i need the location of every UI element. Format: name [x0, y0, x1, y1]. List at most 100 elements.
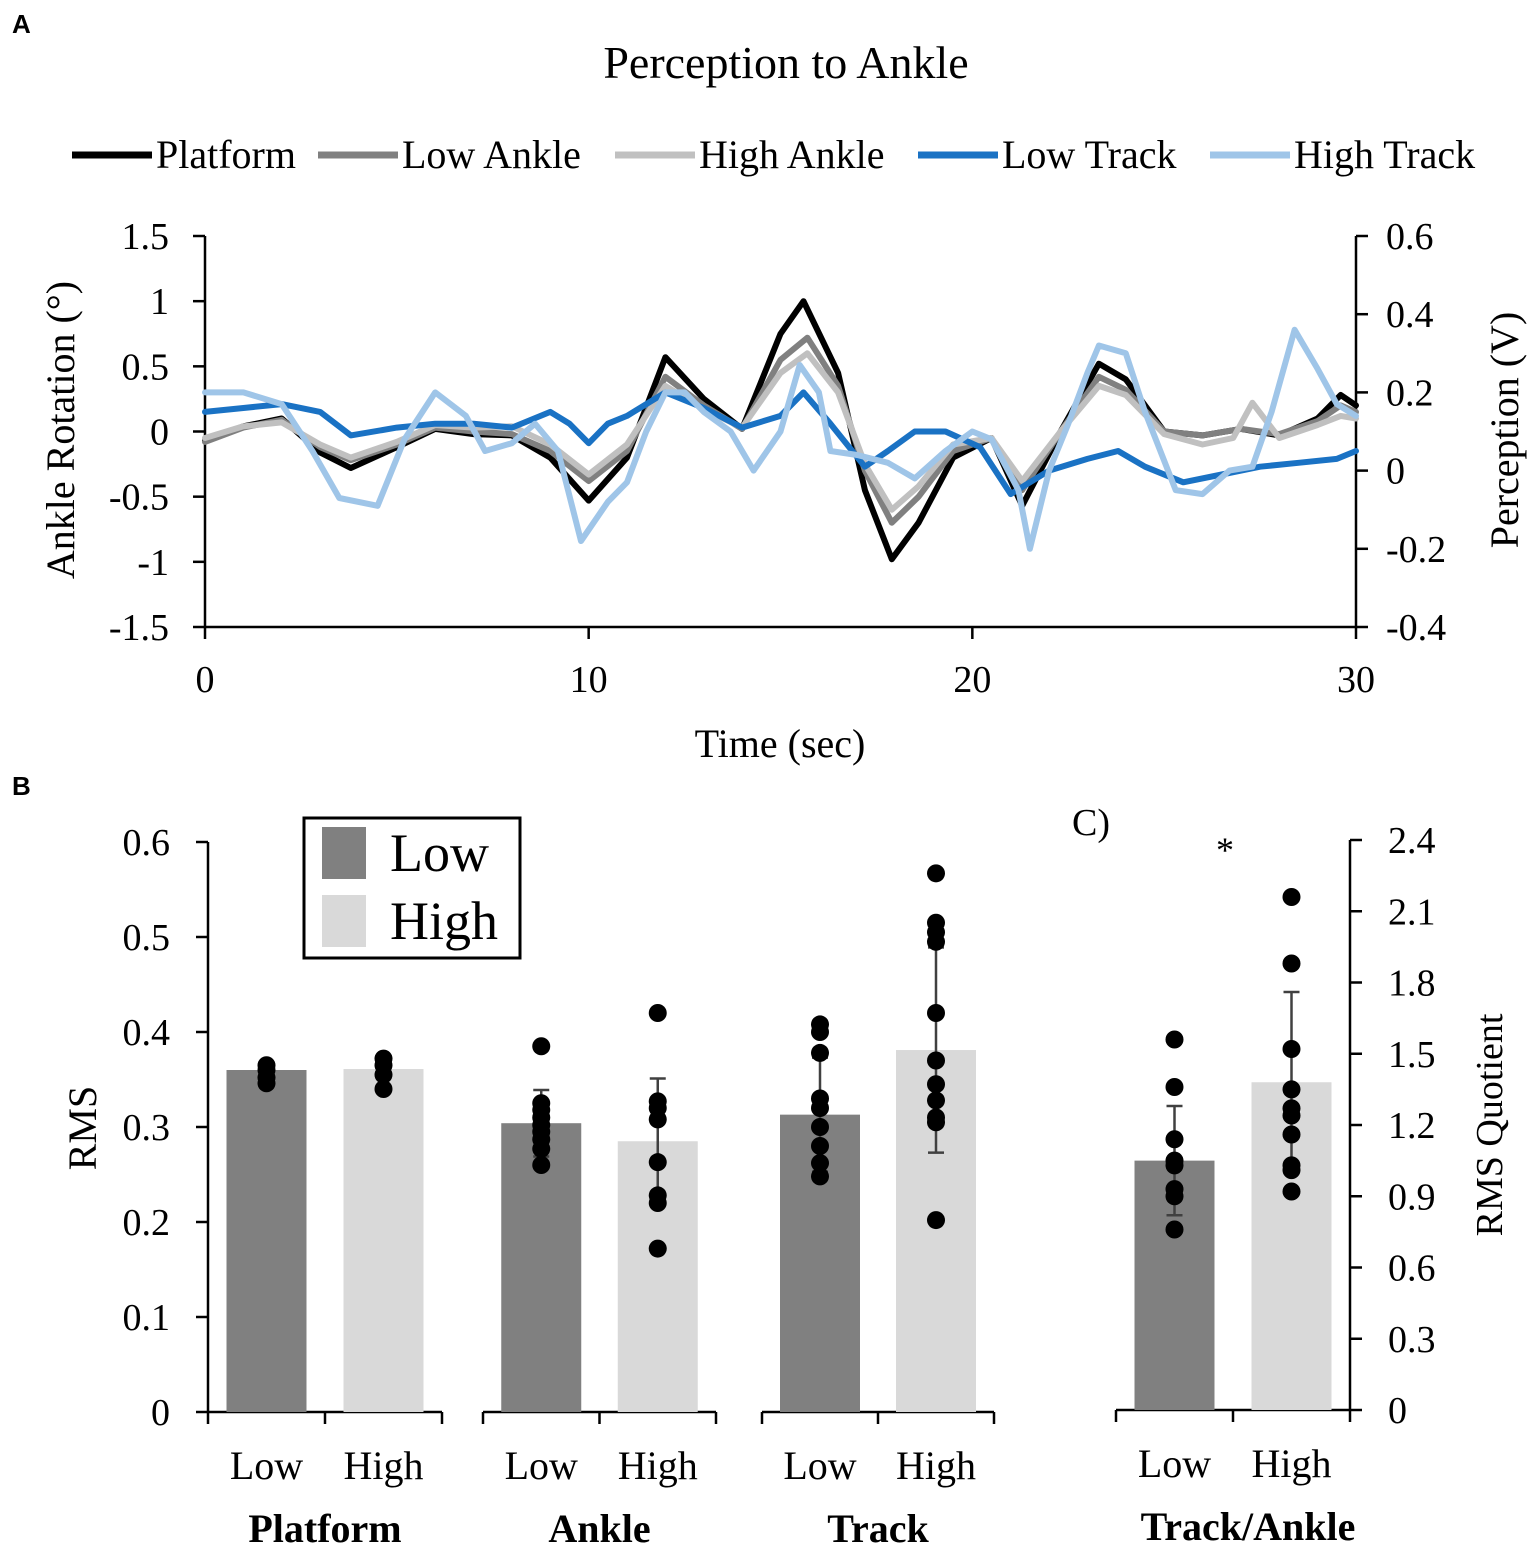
data-point-ankle-high [648, 1194, 667, 1212]
data-point-track-high [927, 1211, 945, 1230]
y-tick-label: -1.5 [109, 607, 169, 649]
data-point-platform-high [374, 1065, 393, 1084]
panel-label-c: C) [1072, 802, 1110, 844]
y-tick-label: 2.1 [1388, 891, 1436, 933]
chart-b-axes: 0 0.1 0.2 0.3 0.4 0.5 0.6 [123, 822, 210, 1434]
chart-c-x-label: Track/Ankle [1141, 1504, 1356, 1549]
legend-label-high-ankle: High Ankle [699, 132, 885, 177]
chart-a-x-label: Time (sec) [695, 721, 866, 766]
data-point-ankle-high [648, 1110, 667, 1129]
y-tick-label: 0 [150, 412, 169, 454]
y-tick-label: 0.9 [1388, 1176, 1436, 1218]
data-point-quotient-high [1282, 1040, 1301, 1058]
y2-tick-label: -0.2 [1386, 529, 1446, 571]
chart-c-y-label: RMS Quotient [1469, 1013, 1511, 1236]
data-point-quotient-low [1165, 1220, 1184, 1239]
data-point-ankle-high [648, 1239, 667, 1258]
y-tick-label: -0.5 [109, 477, 169, 519]
data-point-track-high [927, 1113, 945, 1132]
line-chart-perception-to-ankle: Perception to Ankle Platform Low Ankle Hig… [38, 37, 1527, 766]
chart-a-series [202, 298, 1359, 563]
chart-a-y-label: Ankle Rotation (°) [38, 281, 83, 579]
y-tick-label: 0.1 [123, 1297, 171, 1339]
y-tick-label: 1 [150, 281, 169, 323]
y-tick-label: 0 [151, 1392, 170, 1434]
data-point-track-low [811, 1023, 829, 1041]
data-point-platform-high [374, 1080, 393, 1098]
panel-label-b: B [12, 771, 31, 801]
y-tick-label: 0.3 [123, 1107, 171, 1149]
series-line-low-track [202, 389, 1359, 498]
category-label-high: High [618, 1443, 698, 1488]
group-label-track: Track [827, 1506, 929, 1550]
y-tick-label: 1.5 [1388, 1034, 1436, 1076]
category-label-high: High [1252, 1441, 1332, 1486]
data-point-ankle-low [532, 1139, 551, 1158]
y-tick-label: 1.5 [122, 216, 170, 258]
legend-swatch-high [322, 895, 366, 947]
data-point-quotient-low [1165, 1078, 1184, 1096]
category-label-low: Low [230, 1443, 303, 1488]
x-tick-label: 30 [1337, 659, 1375, 701]
y-tick-label: 0.4 [123, 1012, 171, 1054]
x-tick-label: 10 [570, 659, 608, 701]
data-point-track-low [811, 1137, 829, 1155]
data-point-quotient-high [1282, 1080, 1301, 1099]
bar-platform-low [226, 1070, 307, 1412]
data-point-track-high [927, 1091, 945, 1110]
y2-tick-label: 0 [1386, 451, 1405, 493]
bar-platform-high [343, 1069, 424, 1412]
data-point-quotient-high [1282, 1125, 1301, 1144]
y-tick-label: 1.8 [1388, 963, 1436, 1005]
data-point-track-low [811, 1167, 829, 1186]
chart-a-axes: 1.5 1 0.5 0 -0.5 -1 -1.5 0.6 0.4 0.2 0 -0.2 -0.4 0 10 2… [109, 216, 1446, 701]
y-tick-label: 0.6 [123, 822, 171, 864]
y-tick-label: 0.5 [123, 917, 171, 959]
chart-b-y-label: RMS [60, 1086, 105, 1171]
legend-swatch-low [322, 827, 366, 879]
significance-asterisk: * [1216, 830, 1234, 870]
y2-tick-label: 0.2 [1386, 372, 1434, 414]
y-tick-label: 0.3 [1388, 1319, 1436, 1361]
chart-b-legend: Low High [302, 816, 522, 960]
panel-label-a: A [12, 9, 31, 39]
chart-a-y2-label: Perception (V) [1482, 312, 1527, 549]
category-label-low: Low [783, 1443, 856, 1488]
chart-b-bars: Low High Platform Low High Ankle Low High Track [206, 864, 996, 1550]
data-point-quotient-high [1282, 888, 1301, 906]
data-point-track-high [927, 932, 945, 951]
group-label-ankle: Ankle [548, 1506, 650, 1550]
data-point-quotient-low [1165, 1187, 1184, 1206]
category-label-low: Low [1138, 1441, 1211, 1486]
series-line-high-track [202, 326, 1359, 552]
data-point-ankle-low [532, 1156, 551, 1174]
group-label-platform: Platform [248, 1506, 401, 1550]
category-label-high: High [344, 1443, 424, 1488]
data-point-quotient-low [1165, 1130, 1184, 1149]
data-point-quotient-high [1282, 954, 1301, 973]
legend-label-high-track: High Track [1294, 132, 1475, 177]
y-tick-label: -1 [137, 542, 169, 584]
chart-a-legend: Platform Low Ankle High Ankle Low Track High… [72, 132, 1475, 177]
y2-tick-label: -0.4 [1386, 607, 1446, 649]
y-tick-label: 0.2 [123, 1202, 171, 1244]
x-tick-label: 20 [953, 659, 991, 701]
legend-label-low: Low [390, 823, 489, 883]
y-tick-label: 1.2 [1388, 1105, 1436, 1147]
legend-label-low-ankle: Low Ankle [402, 132, 581, 177]
data-point-quotient-low [1165, 1156, 1184, 1175]
chart-c-axes: 0 0.3 0.6 0.9 1.2 1.5 1.8 2.1 2.4 [1348, 820, 1436, 1432]
data-point-track-low [811, 1043, 829, 1062]
legend-label-high: High [390, 891, 498, 951]
data-point-ankle-low [532, 1037, 551, 1056]
chart-c-bars: Low High [1114, 888, 1352, 1486]
data-point-ankle-high [648, 1153, 667, 1172]
chart-a-title: Perception to Ankle [603, 37, 968, 88]
data-point-quotient-high [1282, 1161, 1301, 1180]
data-point-track-low [811, 1118, 829, 1136]
data-point-track-high [927, 1075, 945, 1094]
y2-tick-label: 0.6 [1386, 216, 1434, 258]
x-tick-label: 0 [196, 659, 215, 701]
legend-label-low-track: Low Track [1002, 132, 1176, 177]
